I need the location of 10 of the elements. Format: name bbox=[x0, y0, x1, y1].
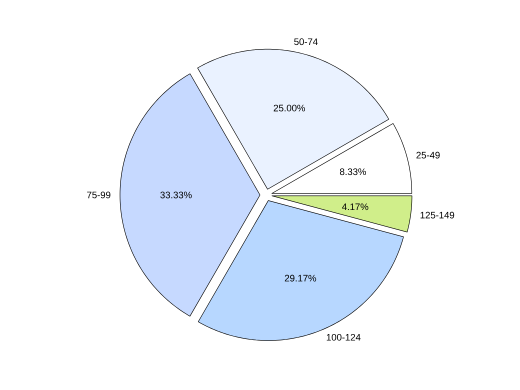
data-label: 33.33% bbox=[160, 192, 192, 198]
slice-label: 100-124 bbox=[326, 334, 361, 341]
slice-label: 50-74 bbox=[294, 38, 318, 46]
data-label: 4.17% bbox=[342, 203, 368, 210]
data-label: 25.00% bbox=[274, 104, 306, 112]
slice-label: 75-99 bbox=[87, 192, 110, 198]
data-label: 8.33% bbox=[340, 168, 366, 176]
slice-label: 125-149 bbox=[420, 212, 454, 218]
slice-label: 25-49 bbox=[416, 152, 440, 159]
data-label: 29.17% bbox=[284, 274, 316, 282]
